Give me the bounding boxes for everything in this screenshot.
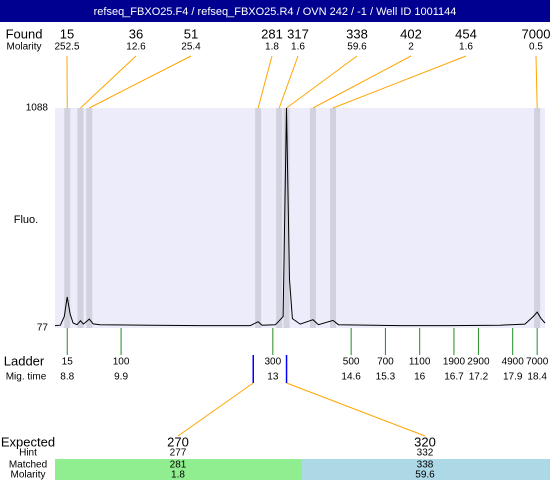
result-column-bg xyxy=(302,459,550,480)
found-size: 338 xyxy=(346,26,368,41)
peak-band xyxy=(255,108,262,328)
found-size: 7000 xyxy=(522,26,550,41)
title-bar xyxy=(0,0,550,22)
found-label: Found xyxy=(6,26,43,41)
peak-band xyxy=(86,108,93,328)
found-connector xyxy=(535,55,538,109)
found-size: 281 xyxy=(261,26,283,41)
found-size: 51 xyxy=(184,26,198,41)
found-connector xyxy=(312,55,412,109)
ladder-size: 2900 xyxy=(467,357,490,368)
ladder-time: 8.8 xyxy=(60,372,74,383)
peak-band xyxy=(330,108,337,328)
result-column-bg xyxy=(55,459,302,480)
ladder-size: 7000 xyxy=(526,357,549,368)
ladder-time: 9.9 xyxy=(114,372,128,383)
found-molarity: 252.5 xyxy=(54,42,79,53)
peak-band xyxy=(283,108,290,328)
peak-band xyxy=(534,108,541,328)
ladder-size: 1100 xyxy=(409,357,431,368)
found-connector xyxy=(332,55,467,109)
ladder-time: 14.6 xyxy=(341,372,361,383)
found-molarity: 1.6 xyxy=(291,42,305,53)
peak-band xyxy=(64,108,71,328)
trace xyxy=(54,107,546,327)
result-hint: 277 xyxy=(170,448,187,459)
ladder-time: 16 xyxy=(414,372,426,383)
found-size: 402 xyxy=(400,26,422,41)
molarity-label: Molarity xyxy=(6,42,41,53)
y-tick-label: 1088 xyxy=(26,103,49,114)
found-molarity: 1.8 xyxy=(265,42,279,53)
ladder-time: 13 xyxy=(267,372,279,383)
result-row-label: Matched xyxy=(9,460,47,471)
result-expected: 270 xyxy=(167,434,189,449)
result-molarity: 1.8 xyxy=(171,470,185,480)
ladder-size: 15 xyxy=(62,357,74,368)
found-molarity: 0.5 xyxy=(529,42,543,53)
ladder-size: 300 xyxy=(264,357,281,368)
ladder-time: 17.9 xyxy=(503,372,523,383)
ladder-time: 16.7 xyxy=(444,372,464,383)
found-connector xyxy=(286,55,358,109)
y-axis-label: Fluo. xyxy=(14,214,38,226)
ladder-time: 17.2 xyxy=(469,372,489,383)
ladder-size: 100 xyxy=(113,357,130,368)
found-connector xyxy=(278,55,299,109)
found-molarity: 59.6 xyxy=(347,42,367,53)
result-hint: 332 xyxy=(417,448,434,459)
peak-band xyxy=(276,108,283,328)
ladder-size: 4900 xyxy=(502,357,525,368)
result-matched: 281 xyxy=(170,460,187,471)
plot-area xyxy=(55,108,545,328)
ladder-time: 15.3 xyxy=(376,372,396,383)
found-molarity: 12.6 xyxy=(126,42,146,53)
result-matched: 338 xyxy=(417,460,434,471)
found-size: 36 xyxy=(129,26,143,41)
ladder-size: 700 xyxy=(377,357,394,368)
found-molarity: 25.4 xyxy=(181,42,201,53)
expected-connector xyxy=(177,382,254,437)
peak-band xyxy=(309,108,316,328)
result-row-label: Expected xyxy=(1,434,55,449)
expected-connector xyxy=(286,382,426,437)
mig-time-label: Mig. time xyxy=(6,372,47,383)
peak-band xyxy=(77,108,84,328)
found-size: 317 xyxy=(287,26,309,41)
title: refseq_FBXO25.F4 / refseq_FBXO25.R4 / OV… xyxy=(94,6,457,18)
ladder-size: 1900 xyxy=(443,357,466,368)
found-connector xyxy=(257,55,273,109)
found-connector xyxy=(80,55,137,109)
found-molarity: 1.6 xyxy=(459,42,473,53)
result-row-label: Hint xyxy=(19,448,37,459)
result-molarity: 59.6 xyxy=(415,470,435,480)
result-row-label: Molarity xyxy=(10,470,45,480)
ladder-size: 500 xyxy=(343,357,360,368)
result-expected: 320 xyxy=(414,434,436,449)
found-size: 15 xyxy=(60,26,74,41)
ladder-time: 18.4 xyxy=(527,372,547,383)
found-molarity: 2 xyxy=(408,42,414,53)
found-size: 454 xyxy=(455,26,477,41)
found-connector xyxy=(89,55,192,109)
y-tick-label: 77 xyxy=(37,323,49,334)
ladder-label: Ladder xyxy=(4,353,45,368)
